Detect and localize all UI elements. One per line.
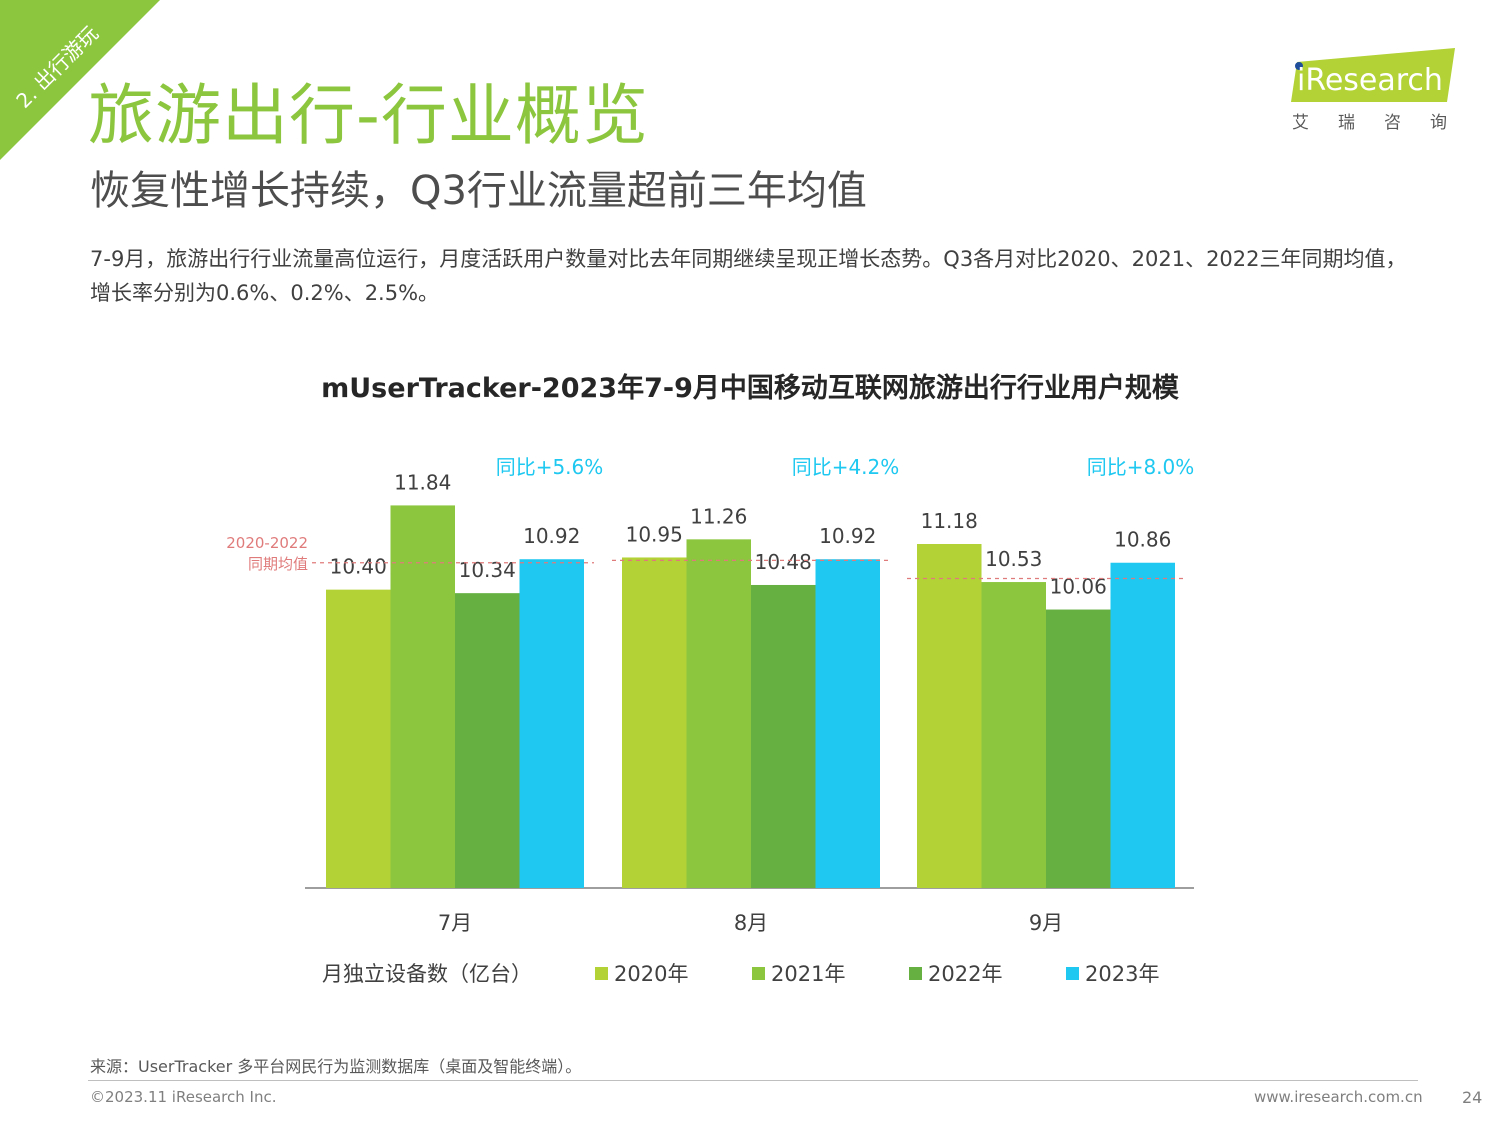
legend-swatch-2023 [1066,966,1079,980]
legend-swatch-2022 [909,966,922,980]
bar-9月-2020年 [917,544,982,888]
value-label: 10.34 [459,558,516,582]
value-label: 10.53 [985,547,1042,571]
value-label: 11.84 [394,470,451,494]
y-axis-caption: 月独立设备数（亿台） [322,962,532,986]
legend-item-2023: 2023年 [1066,958,1223,988]
bar-7月-2020年 [326,589,391,888]
section-corner-tag: 2. 出行游玩 [0,0,160,160]
bar-8月-2023年 [815,559,880,888]
iresearch-logo: iResearch [1291,48,1455,102]
bar-7月-2022年 [455,593,520,888]
legend-label-2023: 2023年 [1085,962,1160,986]
logo-brand-text: iResearch [1297,63,1443,98]
value-label: 10.86 [1114,528,1171,552]
x-tick-label: 8月 [734,911,768,935]
reference-line-label-line2: 同期均值 [247,555,308,573]
bar-8月-2022年 [751,584,816,888]
value-label: 10.40 [330,555,387,579]
bar-8月-2020年 [622,557,687,888]
bar-9月-2022年 [1046,609,1111,888]
page-number: 24 [1462,1088,1483,1107]
summary-text: 7-9月，旅游出行行业流量高位运行，月度活跃用户数量对比去年同期继续呈现正增长态… [90,247,1407,305]
footer-divider [88,1080,1418,1081]
reference-line-label: 2020-2022 同期均值 [200,533,308,575]
value-label: 10.92 [819,524,876,548]
legend-item-2020: 2020年 [595,958,752,988]
copyright-text: ©2023.11 iResearch Inc. [90,1088,277,1106]
source-note: 来源：UserTracker 多平台网民行为监测数据库（桌面及智能终端）。 [90,1057,582,1076]
legend-swatch-2021 [752,966,765,980]
bar-9月-2023年 [1110,562,1175,888]
yoy-label: 同比+5.6% [496,455,604,479]
legend-label-2020: 2020年 [614,962,689,986]
value-label: 10.95 [626,522,683,546]
logo-subtitle: 艾瑞咨询 [1292,113,1476,133]
x-tick-label: 7月 [438,911,472,935]
x-tick-label: 9月 [1029,911,1063,935]
page-subtitle: 恢复性增长持续，Q3行业流量超前三年均值 [90,168,867,214]
legend-swatch-2020 [595,966,608,980]
bar-8月-2021年 [686,539,751,888]
yoy-label: 同比+4.2% [792,455,900,479]
value-label: 10.92 [523,524,580,548]
legend-label-2021: 2021年 [771,962,846,986]
page-title: 旅游出行-行业概览 [88,77,649,154]
bar-9月-2021年 [981,582,1046,888]
value-label: 10.48 [755,550,812,574]
legend-item-2022: 2022年 [909,958,1066,988]
legend-item-2021: 2021年 [752,958,909,988]
value-label: 11.26 [690,504,747,528]
bar-7月-2021年 [390,505,455,888]
reference-line-label-line1: 2020-2022 [226,534,308,552]
website-link[interactable]: www.iresearch.com.cn [1254,1088,1423,1106]
chart-title: mUserTracker-2023年7-9月中国移动互联网旅游出行行业用户规模 [321,373,1179,404]
chart-legend: 2020年 2021年 2022年 2023年 [595,958,1223,988]
legend-label-2022: 2022年 [928,962,1003,986]
bar-7月-2023年 [519,559,584,888]
yoy-label: 同比+8.0% [1087,455,1195,479]
value-label: 11.18 [921,509,978,533]
